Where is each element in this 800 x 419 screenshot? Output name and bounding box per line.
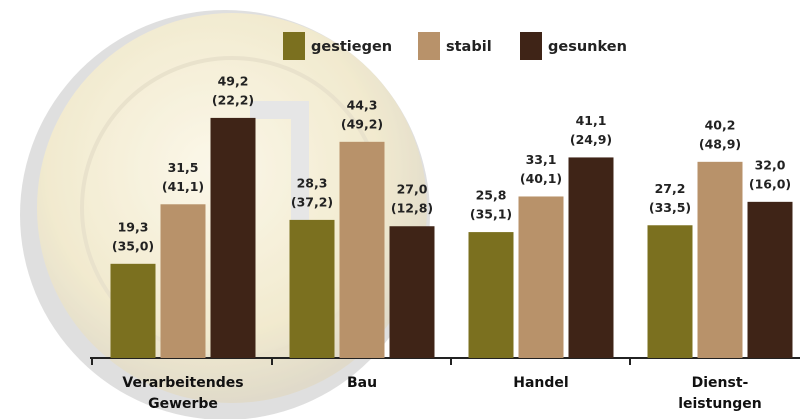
legend-swatch (520, 32, 542, 60)
bar (519, 196, 564, 358)
bar (340, 142, 385, 358)
bar (748, 202, 793, 358)
bar (211, 118, 256, 358)
legend-label: gesunken (548, 39, 627, 55)
bar (161, 204, 206, 358)
value-label: 28,3 (297, 175, 328, 190)
bar (648, 225, 693, 358)
value-label: 33,1 (526, 152, 557, 167)
previous-value-label: (41,1) (162, 179, 204, 194)
value-label: 31,5 (168, 160, 199, 175)
previous-value-label: (40,1) (520, 171, 562, 186)
previous-value-label: (35,0) (112, 238, 154, 253)
previous-value-label: (35,1) (470, 207, 512, 222)
value-label: 49,2 (218, 73, 249, 88)
bar (469, 232, 514, 358)
previous-value-label: (49,2) (341, 116, 383, 131)
legend-swatch (418, 32, 440, 60)
x-tick-label: Verarbeitendes Gewerbe (98, 373, 268, 415)
value-label: 41,1 (576, 113, 607, 128)
chart-container: gestiegen stabil gesunken 19,3 (35,0) 31,5 (41… (0, 0, 800, 419)
chart: gestiegen stabil gesunken 19,3 (35,0) 31,5 (41… (0, 0, 800, 419)
value-label: 25,8 (476, 188, 507, 203)
bar (111, 264, 156, 358)
legend-label: gestiegen (311, 39, 392, 55)
previous-value-label: (33,5) (649, 200, 691, 215)
previous-value-label: (22,2) (212, 92, 254, 107)
previous-value-label: (48,9) (699, 136, 741, 151)
bar (290, 220, 335, 358)
x-tick-label: Bau (277, 373, 447, 394)
bar (698, 162, 743, 358)
previous-value-label: (24,9) (570, 132, 612, 147)
x-tick-label: Dienst- leistungen (635, 373, 800, 415)
value-label: 19,3 (118, 219, 149, 234)
previous-value-label: (12,8) (391, 201, 433, 216)
x-tick-label: Handel (456, 373, 626, 394)
value-label: 40,2 (705, 117, 736, 132)
bar (390, 226, 435, 358)
bar (569, 157, 614, 358)
value-label: 44,3 (347, 97, 378, 112)
legend-label: stabil (446, 39, 492, 55)
previous-value-label: (37,2) (291, 194, 333, 209)
value-label: 27,2 (655, 181, 686, 196)
previous-value-label: (16,0) (749, 176, 791, 191)
legend-swatch (283, 32, 305, 60)
value-label: 27,0 (397, 182, 428, 197)
value-label: 32,0 (755, 157, 786, 172)
